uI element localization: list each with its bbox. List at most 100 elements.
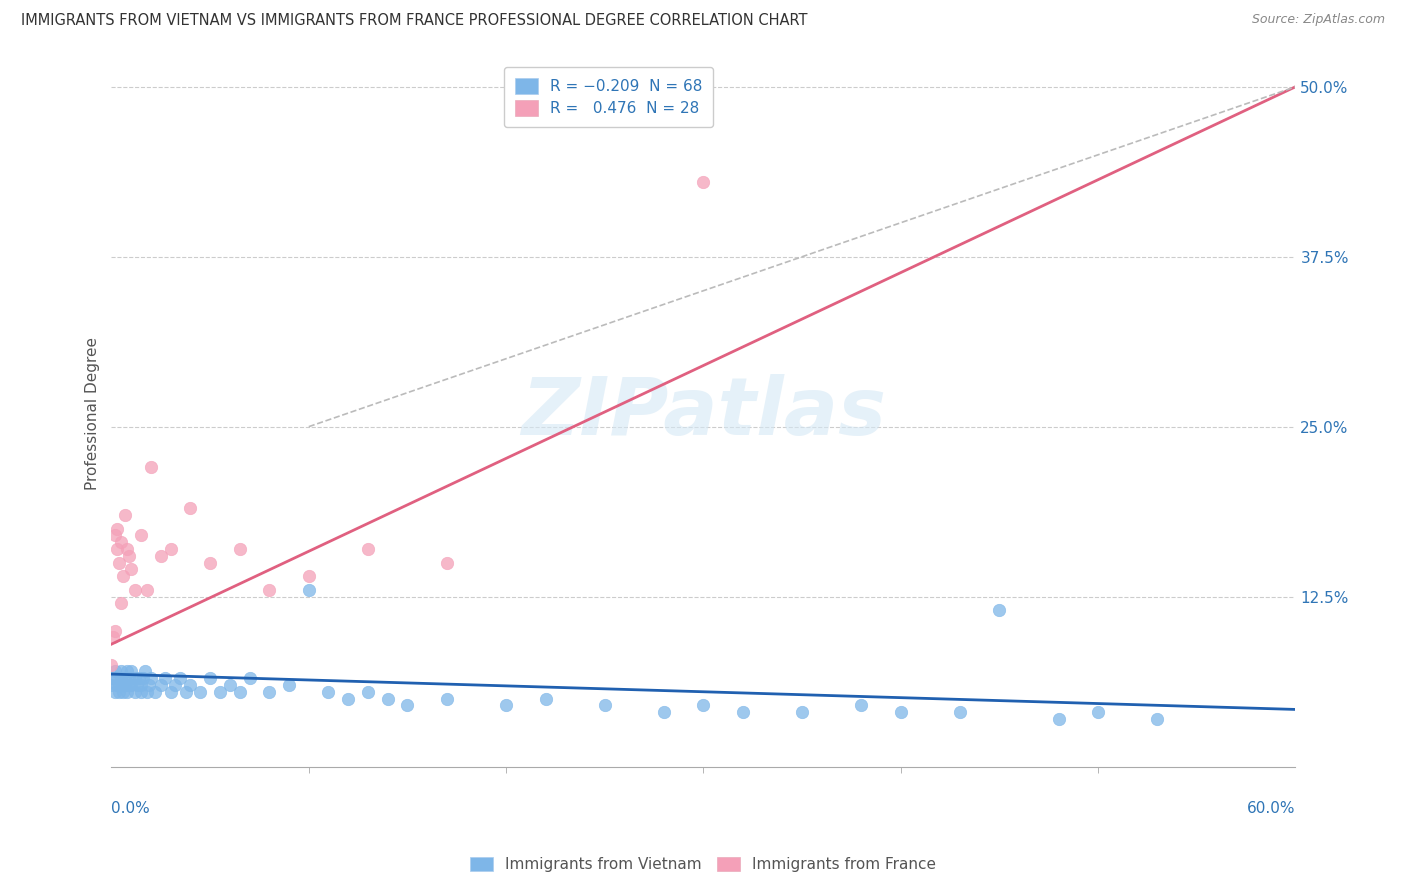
Point	[731, 705, 754, 719]
Point	[179, 678, 201, 692]
Point	[125, 678, 148, 692]
Point	[396, 698, 419, 713]
Point	[851, 698, 873, 713]
Point	[890, 705, 912, 719]
Point	[104, 665, 127, 679]
Point	[298, 569, 321, 583]
Point	[103, 631, 125, 645]
Point	[112, 569, 135, 583]
Point	[318, 685, 340, 699]
Point	[149, 549, 172, 563]
Point	[357, 541, 380, 556]
Point	[100, 657, 122, 672]
Point	[120, 562, 142, 576]
Point	[198, 556, 221, 570]
Text: IMMIGRANTS FROM VIETNAM VS IMMIGRANTS FROM FRANCE PROFESSIONAL DEGREE CORRELATIO: IMMIGRANTS FROM VIETNAM VS IMMIGRANTS FR…	[21, 13, 807, 29]
Point	[534, 691, 557, 706]
Point	[129, 528, 152, 542]
Point	[134, 665, 156, 679]
Point	[692, 175, 714, 189]
Point	[120, 678, 142, 692]
Point	[159, 685, 181, 699]
Point	[208, 685, 231, 699]
Point	[132, 671, 155, 685]
Point	[179, 501, 201, 516]
Point	[124, 671, 146, 685]
Point	[176, 685, 198, 699]
Point	[357, 685, 380, 699]
Point	[136, 685, 159, 699]
Y-axis label: Professional Degree: Professional Degree	[86, 336, 100, 490]
Point	[163, 678, 186, 692]
Point	[112, 685, 135, 699]
Point	[128, 671, 150, 685]
Point	[129, 685, 152, 699]
Point	[436, 556, 458, 570]
Point	[108, 556, 131, 570]
Point	[188, 685, 211, 699]
Point	[692, 698, 714, 713]
Point	[100, 678, 122, 692]
Point	[105, 541, 128, 556]
Point	[218, 678, 240, 692]
Point	[110, 665, 132, 679]
Text: 0.0%: 0.0%	[111, 800, 150, 815]
Text: Source: ZipAtlas.com: Source: ZipAtlas.com	[1251, 13, 1385, 27]
Point	[118, 678, 141, 692]
Point	[114, 671, 136, 685]
Point	[149, 678, 172, 692]
Point	[124, 582, 146, 597]
Point	[110, 596, 132, 610]
Point	[103, 671, 125, 685]
Point	[198, 671, 221, 685]
Point	[114, 678, 136, 692]
Point	[259, 582, 281, 597]
Point	[105, 678, 128, 692]
Point	[228, 685, 250, 699]
Point	[129, 678, 152, 692]
Point	[138, 678, 160, 692]
Point	[228, 541, 250, 556]
Point	[112, 678, 135, 692]
Point	[139, 460, 162, 475]
Point	[104, 685, 127, 699]
Point	[115, 665, 138, 679]
Point	[1087, 705, 1109, 719]
Point	[278, 678, 301, 692]
Point	[652, 705, 675, 719]
Point	[105, 671, 128, 685]
Point	[110, 535, 132, 549]
Legend: R = −0.209  N = 68, R =   0.476  N = 28: R = −0.209 N = 68, R = 0.476 N = 28	[505, 67, 713, 127]
Point	[124, 685, 146, 699]
Point	[169, 671, 191, 685]
Text: ZIPatlas: ZIPatlas	[522, 374, 886, 452]
Point	[790, 705, 813, 719]
Point	[118, 549, 141, 563]
Point	[108, 685, 131, 699]
Point	[114, 508, 136, 522]
Point	[495, 698, 517, 713]
Point	[159, 541, 181, 556]
Point	[337, 691, 360, 706]
Point	[105, 522, 128, 536]
Point	[139, 671, 162, 685]
Point	[115, 685, 138, 699]
Text: 60.0%: 60.0%	[1247, 800, 1295, 815]
Point	[593, 698, 616, 713]
Point	[1047, 712, 1070, 726]
Point	[110, 671, 132, 685]
Point	[118, 671, 141, 685]
Point	[108, 678, 131, 692]
Point	[988, 603, 1011, 617]
Point	[153, 671, 176, 685]
Point	[238, 671, 260, 685]
Point	[143, 685, 166, 699]
Point	[136, 582, 159, 597]
Point	[120, 665, 142, 679]
Point	[104, 528, 127, 542]
Point	[949, 705, 972, 719]
Point	[115, 541, 138, 556]
Legend: Immigrants from Vietnam, Immigrants from France: Immigrants from Vietnam, Immigrants from…	[463, 849, 943, 880]
Point	[104, 624, 127, 638]
Point	[1146, 712, 1168, 726]
